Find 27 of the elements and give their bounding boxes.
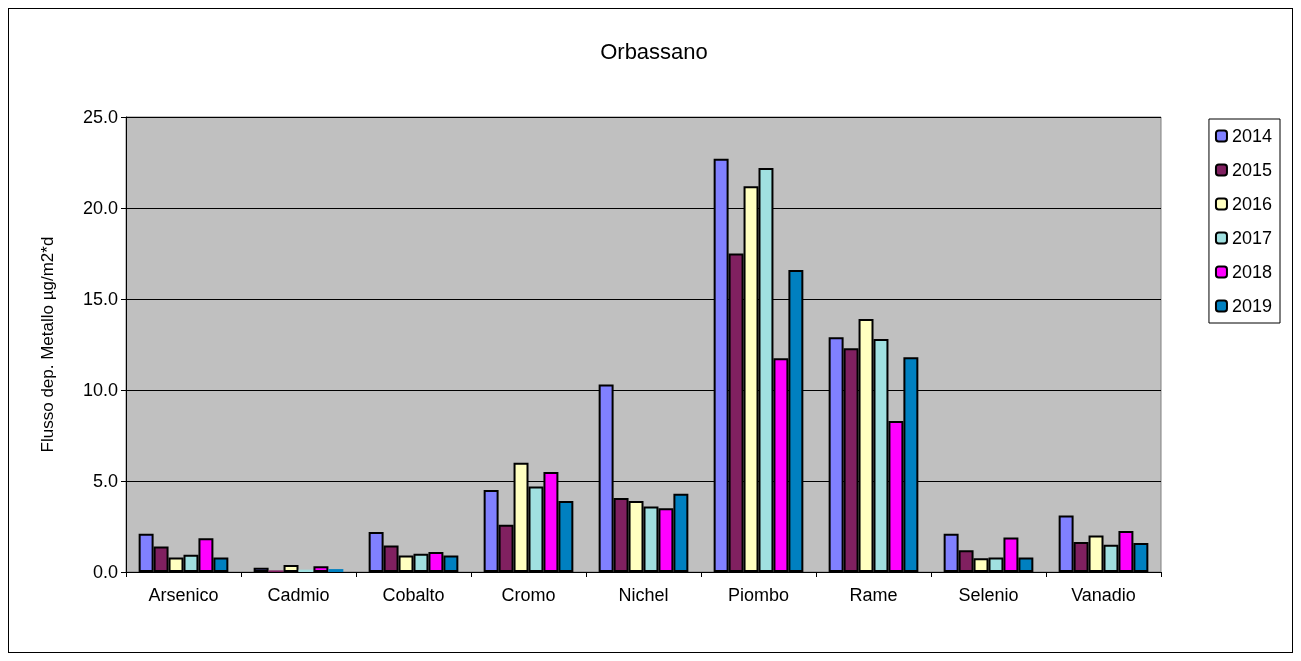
y-tick-label: 5.0: [92, 471, 118, 491]
x-tick-label: Vanadio: [1071, 585, 1136, 605]
x-tick-label: Cromo: [501, 585, 556, 605]
x-tick-label: Rame: [849, 585, 898, 605]
y-tick-label: 0.0: [92, 562, 118, 582]
x-tick-label: Arsenico: [148, 585, 219, 605]
legend-label: 2017: [1231, 228, 1272, 248]
x-tick-label: Cobalto: [382, 585, 445, 605]
legend-label: 2015: [1231, 160, 1272, 180]
x-tick-label: Nichel: [618, 585, 669, 605]
y-axis-title: Flusso dep. Metallo µg/m2*d: [38, 236, 57, 453]
bar: [283, 565, 299, 572]
bar: [313, 566, 329, 572]
y-tick-label: 20.0: [82, 198, 118, 218]
legend-label: 2016: [1231, 194, 1272, 214]
y-tick-label: 15.0: [82, 289, 118, 309]
legend-label: 2014: [1231, 126, 1272, 146]
chart-title: Orbassano: [600, 38, 708, 64]
bar: [253, 567, 269, 572]
x-tick-label: Cadmio: [267, 585, 330, 605]
y-tick-label: 25.0: [82, 107, 118, 127]
legend-label: 2018: [1231, 262, 1272, 282]
legend-label: 2019: [1231, 296, 1272, 316]
y-tick-label: 10.0: [82, 380, 118, 400]
x-tick-label: Selenio: [958, 585, 1019, 605]
bar: [328, 569, 344, 572]
x-tick-label: Piombo: [727, 585, 790, 605]
